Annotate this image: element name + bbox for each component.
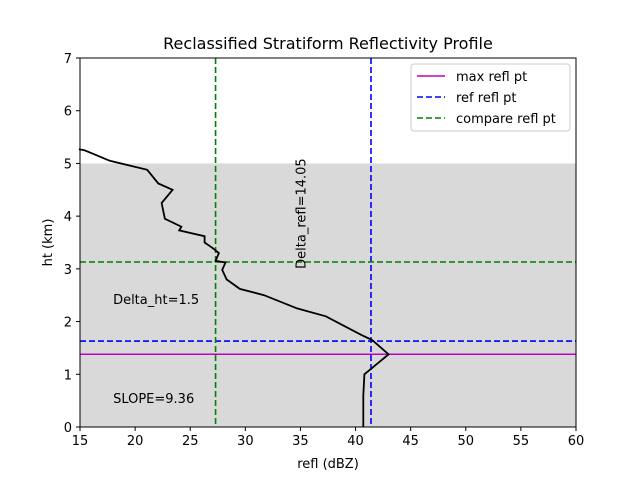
- y-tick-label: 3: [64, 263, 72, 278]
- x-tick-label: 60: [568, 434, 585, 449]
- x-tick-label: 50: [458, 434, 475, 449]
- x-tick-label: 40: [347, 434, 364, 449]
- x-tick-label: 25: [182, 434, 199, 449]
- y-axis: 0 1 2 3 4 5 6 7: [64, 52, 80, 436]
- chart-title: Reclassified Stratiform Reflectivity Pro…: [163, 34, 493, 53]
- annotation-delta-ht: Delta_ht=1.5: [113, 293, 199, 308]
- x-axis-label: refl (dBZ): [297, 457, 359, 472]
- x-tick-label: 15: [72, 434, 89, 449]
- reflectivity-profile-line: [78, 148, 390, 427]
- y-tick-label: 0: [64, 421, 72, 436]
- legend-label: ref refl pt: [456, 91, 517, 106]
- x-tick-label: 35: [292, 434, 309, 449]
- legend-box: [410, 63, 571, 132]
- y-tick-label: 6: [64, 105, 72, 120]
- y-tick-label: 2: [64, 316, 72, 331]
- y-axis-label: ht (km): [41, 219, 56, 267]
- y-tick-label: 4: [64, 210, 72, 225]
- annotations: Delta_ht=1.5 SLOPE=9.36 Delta_refl=14.05: [113, 158, 309, 407]
- x-tick-label: 20: [127, 434, 144, 449]
- y-tick-label: 1: [64, 368, 72, 383]
- y-tick-label: 7: [64, 52, 72, 67]
- plot-frame: [79, 57, 577, 428]
- x-tick-label: 55: [513, 434, 530, 449]
- annotation-slope: SLOPE=9.36: [113, 392, 194, 407]
- annotation-delta-refl: Delta_refl=14.05: [294, 158, 309, 269]
- legend-label: max refl pt: [456, 70, 527, 85]
- x-tick-label: 45: [402, 434, 419, 449]
- x-tick-label: 30: [237, 434, 254, 449]
- y-tick-label: 5: [64, 157, 72, 172]
- legend: max refl pt ref refl pt compare refl pt: [410, 63, 571, 132]
- legend-label: compare refl pt: [456, 112, 556, 127]
- x-axis: 15 20 25 30 35 40 45 50 55 60: [72, 427, 585, 449]
- reference-lines: [80, 58, 576, 427]
